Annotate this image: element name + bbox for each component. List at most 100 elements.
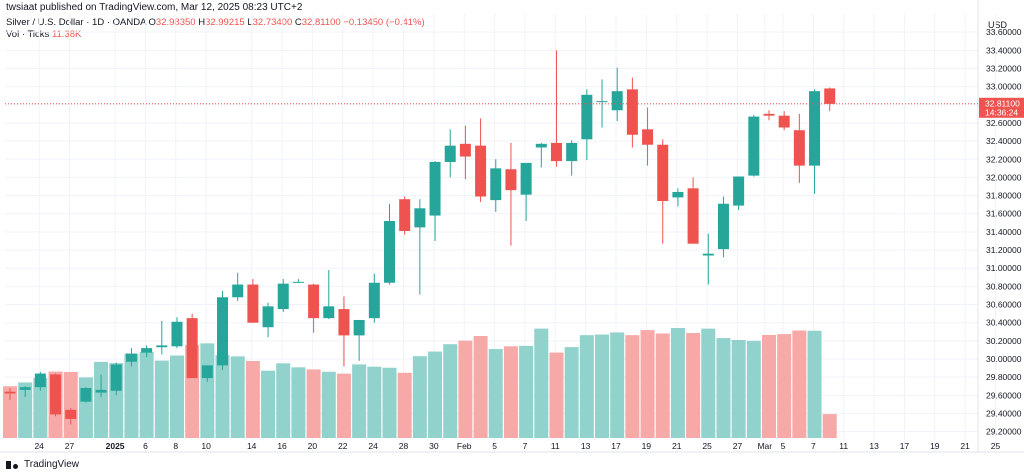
volume-bar [564,347,579,438]
candle-body [733,176,745,206]
price-tick-label: 30.20000 [986,336,1022,346]
date-tick-label: Mar [757,441,772,451]
open-key: O [148,17,156,28]
candle-body [459,143,471,157]
price-tick-label: 31.80000 [986,191,1022,201]
date-tick-label: 7 [523,441,528,451]
volume-bar [18,382,33,438]
price-tick-label: 33.60000 [986,27,1022,37]
volume-bar [686,333,701,438]
volume-bar [139,351,154,438]
candle-body [262,306,274,328]
date-tick-label: 11 [839,441,848,451]
candle-body [399,199,411,231]
price-tick-label: 33.40000 [986,45,1022,55]
close-key: C [294,17,302,28]
volume-bar [397,372,412,438]
candle-body [368,282,380,319]
price-tick-label: 33.00000 [986,82,1022,92]
candle-body [763,113,775,116]
volume-bar [473,335,488,438]
volume-bar [746,340,761,438]
volume-bar [610,332,625,438]
candle-body [793,130,805,166]
price-tick-label: 30.40000 [986,318,1022,328]
volume-bar [78,377,93,438]
price-tick-label: 29.60000 [986,390,1022,400]
time-axis: 24 27 2025 6 8 10 14 16 20 22 24 28 30 Feb 5 7 11 13 17 19 2… [0,441,1024,453]
candle-body [171,321,183,347]
date-tick-label: 22 [338,441,348,451]
volume-bar [458,340,473,438]
candle-body [778,115,790,128]
volume-legend[interactable]: Vol · Ticks 11.38K [6,29,81,40]
candle-body [429,161,441,216]
date-tick-label: 17 [900,441,910,451]
price-tick-label: 32.20000 [986,154,1022,164]
price-tick-label: 32.60000 [986,118,1022,128]
price-tick-label: 31.60000 [986,209,1022,219]
volume-bar [549,352,564,438]
date-tick-label: Feb [457,441,472,451]
volume-label: Vol · Ticks [6,29,50,40]
candle-body [125,353,137,362]
date-tick-label: 21 [960,441,970,451]
candle-body [292,281,304,283]
volume-bar [352,364,367,438]
candle-body [642,129,654,145]
date-tick-label: 16 [277,441,287,451]
date-tick-label: 14 [247,441,257,451]
date-tick-label: 17 [611,441,621,451]
price-tick-label: 29.20000 [986,427,1022,437]
candle-body [824,88,836,104]
volume-bar [382,367,397,438]
price-tick-label: 30.80000 [986,281,1022,291]
volume-bar [807,330,822,438]
volume-bar [762,334,776,438]
candle-body [687,188,699,244]
date-tick-label: 28 [399,441,409,451]
candles [4,50,836,425]
date-tick-label: 11 [551,441,560,451]
candle-body [384,221,395,283]
volume-bar [488,349,503,438]
candle-body [217,297,229,366]
price-tick-label: 32.00000 [986,172,1022,182]
candle-body [490,168,502,201]
volume-bar [3,386,17,438]
date-tick-label: 21 [672,441,682,451]
tradingview-logo-text: TradingView [24,459,80,470]
low-key: L [247,17,253,28]
volume-bar [245,361,260,438]
candle-body [110,364,122,391]
candle-body [277,283,289,310]
candle-body [505,169,517,191]
volume-bar [33,378,48,438]
volume-bars [3,328,837,438]
candle-body [414,208,426,228]
candle-body [672,191,684,198]
date-tick-label: 2025 [106,441,125,451]
volume-value: 11.38K [51,29,82,40]
date-tick-label: 24 [34,441,44,451]
tradingview-logo-icon [6,460,20,469]
candle-body [444,145,456,162]
volume-bar [276,363,291,438]
high-key: H [198,17,206,28]
candle-body [581,94,593,140]
change-value: −0.13450 (−0.41%) [343,17,425,28]
price-tick-label: 30.60000 [986,300,1022,310]
price-tick-label: 31.20000 [986,245,1022,255]
date-tick-label: 25 [991,441,1001,451]
price-tick-label: 32.40000 [986,136,1022,146]
candle-body [4,391,16,394]
volume-bar [291,367,306,438]
volume-bar [716,338,731,438]
tradingview-logo[interactable]: TradingView [6,459,79,470]
candle-body [520,162,532,195]
publisher-line: twsiaat published on TradingView.com, Ma… [6,2,303,13]
low-value: 32.73400 [252,17,293,28]
candle-body [566,142,578,162]
volume-bar [215,355,230,438]
